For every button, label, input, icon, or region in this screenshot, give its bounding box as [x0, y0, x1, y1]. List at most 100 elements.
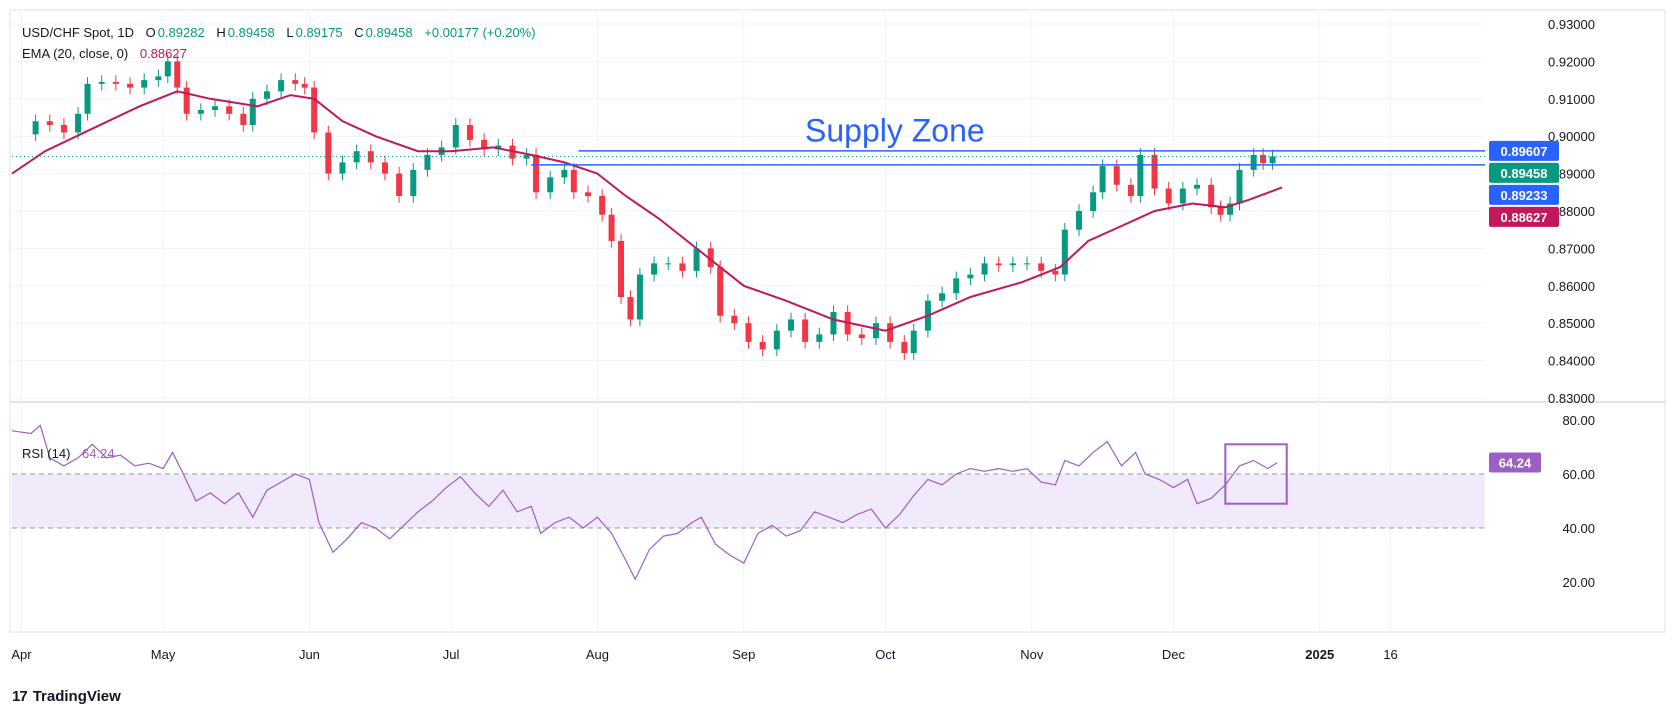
candle-body[interactable]	[1165, 188, 1172, 204]
candle-body[interactable]	[953, 278, 960, 294]
candle-body[interactable]	[75, 113, 82, 133]
candle-body[interactable]	[452, 124, 459, 148]
ema-legend[interactable]: EMA (20, close, 0) 0.88627	[22, 46, 189, 61]
candle-body[interactable]	[466, 124, 473, 140]
candle-body[interactable]	[197, 110, 204, 114]
candle-body[interactable]	[424, 154, 431, 170]
candle-body[interactable]	[717, 267, 724, 316]
candle-body[interactable]	[707, 248, 714, 268]
candle-body[interactable]	[381, 162, 388, 174]
candle-body[interactable]	[570, 169, 577, 193]
change-value: +0.00177 (+0.20%)	[424, 25, 536, 40]
candle-body[interactable]	[1179, 188, 1186, 204]
candle-body[interactable]	[127, 83, 134, 88]
candle-body[interactable]	[939, 293, 946, 301]
candle-body[interactable]	[816, 334, 823, 342]
candle-body[interactable]	[887, 323, 894, 342]
candle-body[interactable]	[1113, 166, 1120, 185]
candle-body[interactable]	[98, 81, 105, 84]
candle-body[interactable]	[523, 154, 530, 159]
candle-body[interactable]	[141, 80, 148, 88]
candle-body[interactable]	[1127, 184, 1134, 197]
candle-body[interactable]	[1236, 169, 1243, 204]
candle-body[interactable]	[547, 177, 554, 193]
candle-body[interactable]	[1227, 203, 1234, 215]
candle-body[interactable]	[1194, 184, 1201, 189]
candle-body[interactable]	[787, 319, 794, 331]
candle-body[interactable]	[174, 61, 181, 88]
candle-body[interactable]	[339, 162, 346, 174]
candle-body[interactable]	[32, 121, 39, 135]
candle-body[interactable]	[1250, 154, 1257, 170]
rsi-legend[interactable]: RSI (14) 64.24	[22, 446, 117, 461]
candle-body[interactable]	[618, 240, 625, 298]
candle-body[interactable]	[311, 87, 318, 133]
candle-body[interactable]	[858, 334, 865, 339]
candle-body[interactable]	[1260, 154, 1267, 164]
candle-body[interactable]	[481, 139, 488, 150]
candle-body[interactable]	[410, 169, 417, 197]
candle-body[interactable]	[1024, 263, 1031, 265]
x-tick-label: May	[151, 647, 176, 662]
candle-body[interactable]	[830, 311, 837, 335]
candle-body[interactable]	[301, 83, 308, 88]
candle-body[interactable]	[1075, 211, 1082, 230]
candle-body[interactable]	[1009, 263, 1016, 266]
rsi-label: RSI (14)	[22, 446, 71, 461]
candle-body[interactable]	[1052, 270, 1059, 275]
candle-body[interactable]	[1217, 207, 1224, 215]
candle-body[interactable]	[651, 263, 658, 275]
candle-body[interactable]	[183, 87, 190, 114]
rsi-highlight-box[interactable]	[1224, 443, 1288, 505]
candle-body[interactable]	[1090, 192, 1097, 211]
candle-body[interactable]	[1269, 156, 1276, 164]
candle-body[interactable]	[910, 330, 917, 354]
tradingview-logo[interactable]: 17 TradingView	[12, 688, 121, 705]
candle-body[interactable]	[627, 297, 634, 320]
candle-body[interactable]	[599, 196, 606, 215]
candle-body[interactable]	[608, 214, 615, 241]
candle-body[interactable]	[1061, 229, 1068, 275]
candle-body[interactable]	[759, 341, 766, 350]
ema-line[interactable]	[11, 90, 1283, 332]
candle-body[interactable]	[745, 323, 752, 342]
candle-body[interactable]	[693, 248, 700, 271]
candle-body[interactable]	[226, 106, 233, 114]
candle-body[interactable]	[1151, 154, 1158, 189]
candle-body[interactable]	[967, 274, 974, 279]
candle-body[interactable]	[872, 323, 879, 339]
candle-body[interactable]	[1137, 154, 1144, 197]
candle-body[interactable]	[995, 263, 1002, 266]
candle-body[interactable]	[396, 173, 403, 197]
candle-body[interactable]	[981, 263, 988, 275]
rsi-line[interactable]	[11, 424, 1278, 581]
candle-body[interactable]	[731, 315, 738, 324]
candle-body[interactable]	[292, 80, 299, 84]
candle-body[interactable]	[46, 121, 53, 125]
candle-body[interactable]	[240, 113, 247, 125]
candle-body[interactable]	[60, 124, 67, 133]
candle-body[interactable]	[773, 330, 780, 350]
candle-body[interactable]	[901, 341, 908, 354]
candle-body[interactable]	[249, 98, 256, 125]
candle-body[interactable]	[164, 61, 171, 77]
candle-body[interactable]	[112, 81, 119, 84]
candle-body[interactable]	[367, 151, 374, 163]
candle-body[interactable]	[325, 132, 332, 174]
candle-body[interactable]	[278, 80, 285, 92]
candle-body[interactable]	[679, 263, 686, 271]
candle-body[interactable]	[1208, 184, 1215, 208]
candle-body[interactable]	[1038, 263, 1045, 271]
candle-body[interactable]	[84, 83, 91, 114]
candle-body[interactable]	[802, 319, 809, 342]
candle-body[interactable]	[263, 91, 270, 99]
candle-body[interactable]	[636, 274, 643, 320]
candle-body[interactable]	[561, 169, 568, 178]
candle-body[interactable]	[1099, 166, 1106, 193]
candle-body[interactable]	[212, 106, 219, 111]
candle-body[interactable]	[155, 76, 162, 81]
candle-body[interactable]	[584, 192, 591, 197]
candle-body[interactable]	[533, 154, 540, 193]
candle-body[interactable]	[665, 263, 672, 265]
